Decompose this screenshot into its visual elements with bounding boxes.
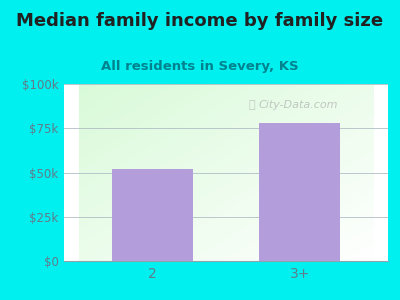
Bar <box>112 169 193 261</box>
Text: All residents in Severy, KS: All residents in Severy, KS <box>101 60 299 73</box>
Bar <box>259 123 340 261</box>
Text: City-Data.com: City-Data.com <box>258 100 338 110</box>
Text: Median family income by family size: Median family income by family size <box>16 12 384 30</box>
Text: ⓘ: ⓘ <box>249 100 255 110</box>
